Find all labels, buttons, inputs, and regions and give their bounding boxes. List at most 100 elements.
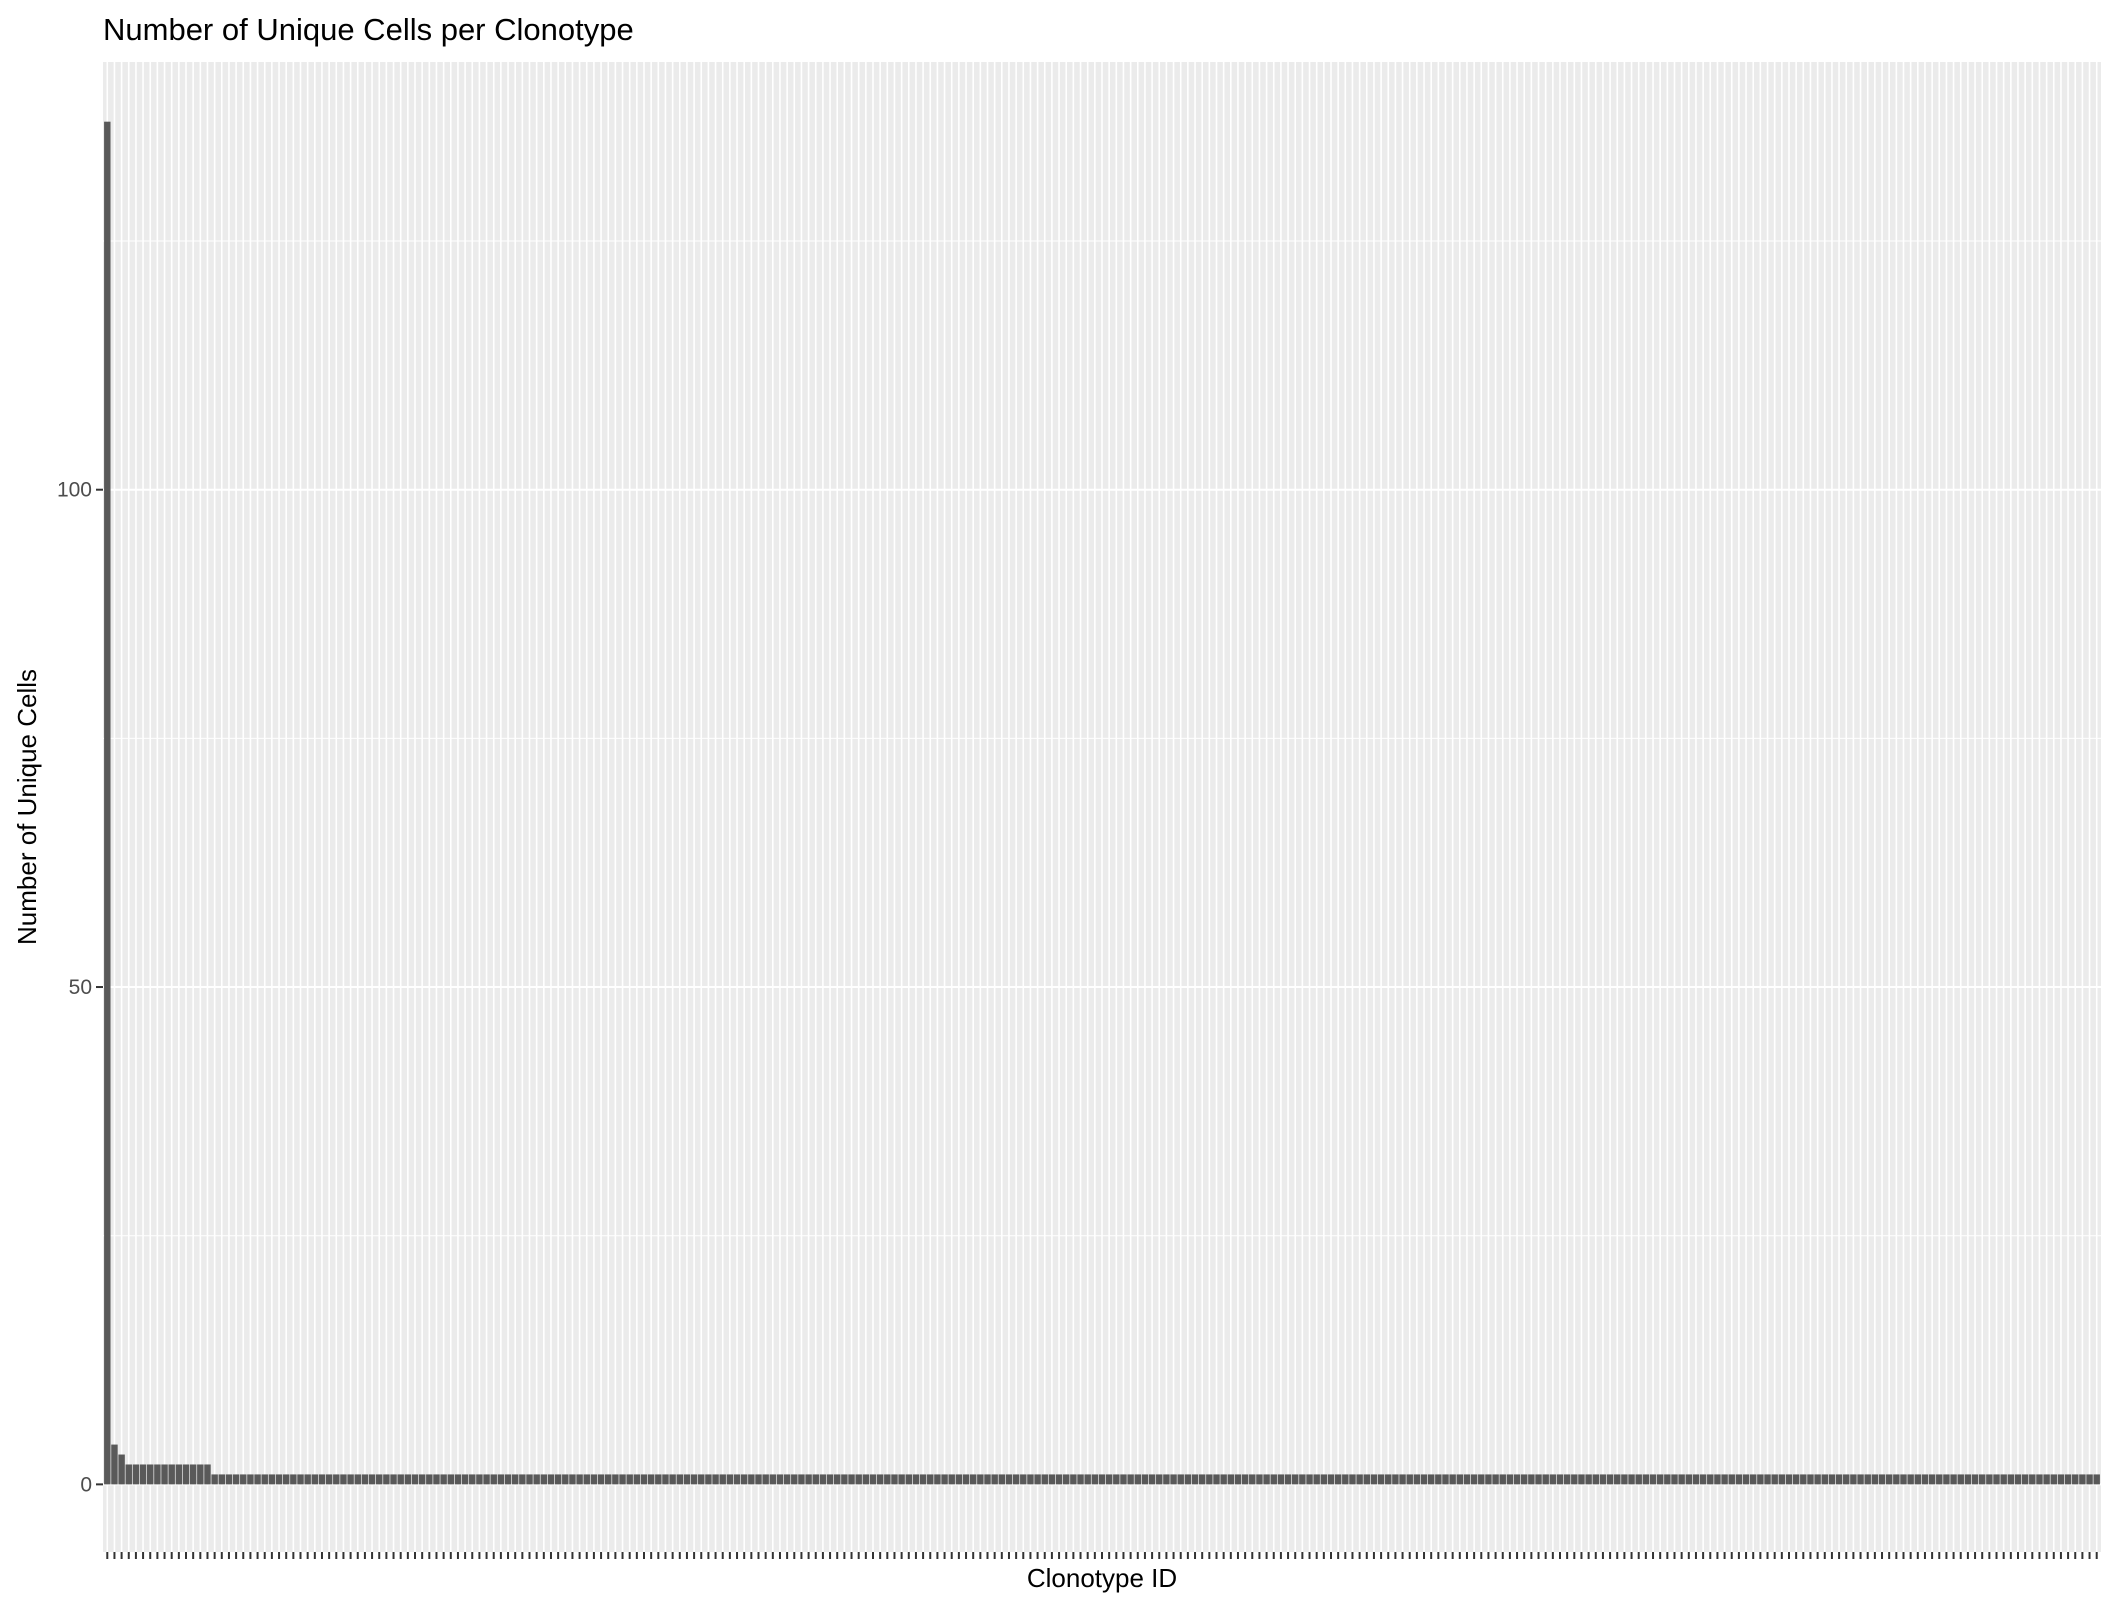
bar	[569, 1474, 576, 1485]
bar	[290, 1474, 297, 1485]
bar-series	[104, 121, 2100, 1485]
bar	[161, 1464, 168, 1485]
bar	[1900, 1474, 1907, 1485]
bar	[318, 1474, 326, 1485]
bar	[941, 1474, 948, 1485]
bar	[1170, 1474, 1177, 1485]
bar	[1070, 1474, 1077, 1485]
bar	[1299, 1474, 1306, 1485]
bar	[1091, 1474, 1099, 1485]
bar	[1578, 1474, 1585, 1485]
bar	[1241, 1474, 1249, 1485]
bar	[1084, 1474, 1091, 1485]
bar	[698, 1474, 705, 1485]
bar	[1635, 1474, 1642, 1485]
bar	[934, 1474, 941, 1485]
bar	[469, 1474, 476, 1485]
bar	[719, 1474, 726, 1485]
bar	[662, 1474, 669, 1485]
bar	[1599, 1474, 1607, 1485]
bar	[2086, 1474, 2093, 1485]
y-tick-label: 50	[69, 976, 92, 999]
bar	[597, 1474, 605, 1485]
bar	[1964, 1474, 1972, 1485]
bar	[1850, 1474, 1857, 1485]
bar	[805, 1474, 812, 1485]
bar	[118, 1454, 125, 1485]
bar	[826, 1474, 834, 1485]
bar	[655, 1474, 662, 1485]
bar	[1198, 1474, 1206, 1485]
bar	[855, 1474, 862, 1485]
bar	[1792, 1474, 1800, 1485]
bar	[2029, 1474, 2036, 1485]
bar	[1757, 1474, 1764, 1485]
bar	[1614, 1474, 1621, 1485]
bar	[1370, 1474, 1378, 1485]
bar	[841, 1474, 848, 1485]
bar	[1470, 1474, 1478, 1485]
bar	[175, 1464, 183, 1485]
bar	[511, 1474, 519, 1485]
bar	[1971, 1474, 1979, 1485]
bar	[1284, 1474, 1292, 1485]
bar	[440, 1474, 447, 1485]
bar	[197, 1464, 204, 1485]
bar	[1563, 1474, 1571, 1485]
bar	[798, 1474, 805, 1485]
bar	[447, 1474, 455, 1485]
bar	[791, 1474, 798, 1485]
bar	[1342, 1474, 1349, 1485]
bar	[232, 1474, 240, 1485]
bar	[712, 1474, 719, 1485]
bar	[1062, 1474, 1070, 1485]
bar	[1764, 1474, 1771, 1485]
bar	[247, 1474, 254, 1485]
bar	[182, 1464, 190, 1485]
bar	[576, 1474, 583, 1485]
bar	[1012, 1474, 1020, 1485]
bar	[1785, 1474, 1793, 1485]
bar	[1664, 1474, 1671, 1485]
bar	[1227, 1474, 1235, 1485]
bar	[125, 1464, 132, 1485]
bar	[1778, 1474, 1786, 1485]
bar	[461, 1474, 469, 1485]
bar	[490, 1474, 497, 1485]
bar	[1571, 1474, 1578, 1485]
bar	[1141, 1474, 1149, 1485]
bar	[397, 1474, 404, 1485]
bar	[1499, 1474, 1506, 1485]
bar	[1148, 1474, 1156, 1485]
bar	[898, 1474, 905, 1485]
bar	[139, 1464, 147, 1485]
y-tick-label: 100	[57, 479, 92, 502]
bar	[1320, 1474, 1328, 1485]
bar	[304, 1474, 311, 1485]
bar	[783, 1474, 791, 1485]
bar	[1442, 1474, 1449, 1485]
bar	[1327, 1474, 1335, 1485]
bar	[1986, 1474, 1993, 1485]
bar	[876, 1474, 884, 1485]
bar	[1821, 1474, 1828, 1485]
bar	[526, 1474, 533, 1485]
bar	[583, 1474, 590, 1485]
bar	[1020, 1474, 1027, 1485]
bar	[1864, 1474, 1871, 1485]
bar	[282, 1474, 290, 1485]
x-axis-title: Clonotype ID	[1027, 1563, 1177, 1593]
bar	[1914, 1474, 1922, 1485]
bar	[325, 1474, 333, 1485]
bar	[361, 1474, 369, 1485]
bar	[1528, 1474, 1535, 1485]
bar	[275, 1474, 283, 1485]
bar	[1606, 1474, 1614, 1485]
bar	[1456, 1474, 1464, 1485]
bar	[2072, 1474, 2079, 1485]
bar	[948, 1474, 955, 1485]
bar	[2000, 1474, 2007, 1485]
bar	[1027, 1474, 1034, 1485]
bar	[1513, 1474, 1521, 1485]
bar	[669, 1474, 676, 1485]
